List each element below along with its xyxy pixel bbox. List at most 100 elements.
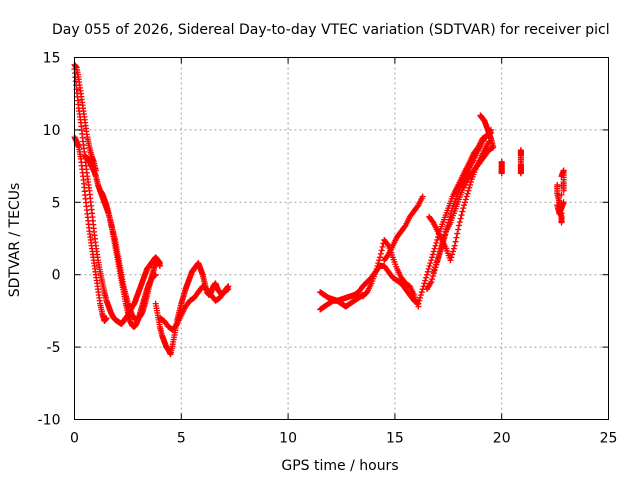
x-axis-label: GPS time / hours: [281, 458, 398, 474]
data-point: [419, 193, 426, 200]
data-point-interp: [437, 247, 444, 254]
data-point-interp: [449, 248, 456, 255]
data-point: [428, 278, 435, 285]
plot-frame: [74, 57, 609, 420]
data-point: [517, 170, 524, 177]
data-point-interp: [467, 181, 474, 188]
data-point-interp: [417, 291, 424, 298]
y-tick-label: 10: [43, 123, 61, 139]
data-point-interp: [375, 260, 382, 267]
data-point-interp: [449, 251, 456, 258]
data-point-interp: [430, 270, 437, 277]
data-point-interp: [450, 245, 457, 252]
data-point: [560, 187, 567, 194]
data-point-interp: [434, 258, 441, 265]
data-point-interp: [420, 283, 427, 290]
data-point-interp: [444, 222, 451, 229]
data-points: [71, 61, 567, 358]
x-tick-label: 5: [177, 431, 186, 447]
data-point-interp: [459, 208, 466, 215]
data-point-interp: [448, 254, 455, 261]
data-point-interp: [461, 202, 468, 209]
data-point-interp: [374, 263, 381, 270]
data-point-interp: [467, 179, 474, 186]
y-tick-label: 5: [52, 195, 61, 211]
data-point-interp: [435, 252, 442, 259]
data-point: [436, 249, 443, 256]
data-point: [423, 271, 430, 278]
data-point-interp: [448, 207, 455, 214]
data-point-interp: [466, 184, 473, 191]
data-point: [152, 271, 159, 278]
data-point: [372, 268, 379, 275]
data-point-interp: [454, 230, 461, 237]
data-point-interp: [373, 265, 380, 272]
data-point-interp: [384, 241, 391, 248]
data-point-interp: [441, 232, 448, 239]
x-tick-label: 10: [279, 431, 297, 447]
y-axis-label: SDTVAR / TECUs: [7, 183, 23, 298]
data-point-interp: [463, 193, 470, 200]
data-point-interp: [423, 274, 430, 281]
data-point-interp: [443, 225, 450, 232]
data-point-interp: [453, 234, 460, 241]
data-point: [451, 242, 458, 249]
data-point-interp: [433, 261, 440, 268]
data-point-interp: [447, 213, 454, 220]
data-point: [103, 315, 110, 322]
data-point-interp: [458, 212, 465, 219]
data-point: [447, 257, 454, 264]
data-point-interp: [421, 280, 428, 287]
data-point: [428, 257, 435, 264]
data-point-interp: [424, 268, 431, 275]
data-point: [156, 263, 163, 270]
data-point-interp: [427, 260, 434, 267]
data-point-interp: [425, 265, 432, 272]
data-point: [432, 242, 439, 249]
data-point-interp: [457, 215, 464, 222]
data-point-interp: [429, 276, 436, 283]
data-point-interp: [376, 257, 383, 264]
data-point-interp: [442, 229, 449, 236]
data-point-interp: [426, 263, 433, 270]
data-point: [558, 219, 565, 226]
data-point: [455, 222, 462, 229]
data-point-interp: [455, 226, 462, 233]
data-point: [490, 144, 497, 151]
data-point-interp: [461, 199, 468, 206]
data-point-interp: [435, 255, 442, 262]
x-tick-label: 15: [386, 431, 404, 447]
data-point-interp: [452, 238, 459, 245]
data-point-interp: [379, 243, 386, 250]
data-point: [445, 219, 452, 226]
data-point: [432, 264, 439, 271]
data-point: [225, 286, 232, 293]
y-tick-label: 15: [43, 51, 61, 67]
chart-title: Day 055 of 2026, Sidereal Day-to-day VTE…: [52, 22, 610, 38]
data-point: [464, 190, 471, 197]
data-point-interp: [418, 289, 425, 296]
data-point-interp: [430, 248, 437, 255]
x-tick-label: 25: [600, 431, 618, 447]
data-point: [460, 205, 467, 212]
data-point-interp: [377, 250, 384, 257]
data-point-interp: [417, 294, 424, 301]
data-point-interp: [558, 191, 565, 198]
data-point-interp: [462, 196, 469, 203]
data-point: [560, 199, 567, 206]
axis-ticks: 0 5 10 15 20 25 -10 -5 0 5 10 15: [38, 51, 618, 447]
y-tick-label: -10: [38, 413, 61, 429]
y-tick-label: -5: [47, 340, 61, 356]
data-point-interp: [465, 187, 472, 194]
data-point-interp: [378, 247, 385, 254]
data-point-interp: [429, 273, 436, 280]
data-point-interp: [456, 218, 463, 225]
x-tick-label: 0: [70, 431, 79, 447]
data-point-interp: [429, 254, 436, 261]
data-point-interp: [429, 251, 436, 258]
data-point-interp: [431, 267, 438, 274]
data-point-interp: [422, 277, 429, 284]
data-point-interp: [433, 239, 440, 246]
data-point-interp: [431, 245, 438, 252]
